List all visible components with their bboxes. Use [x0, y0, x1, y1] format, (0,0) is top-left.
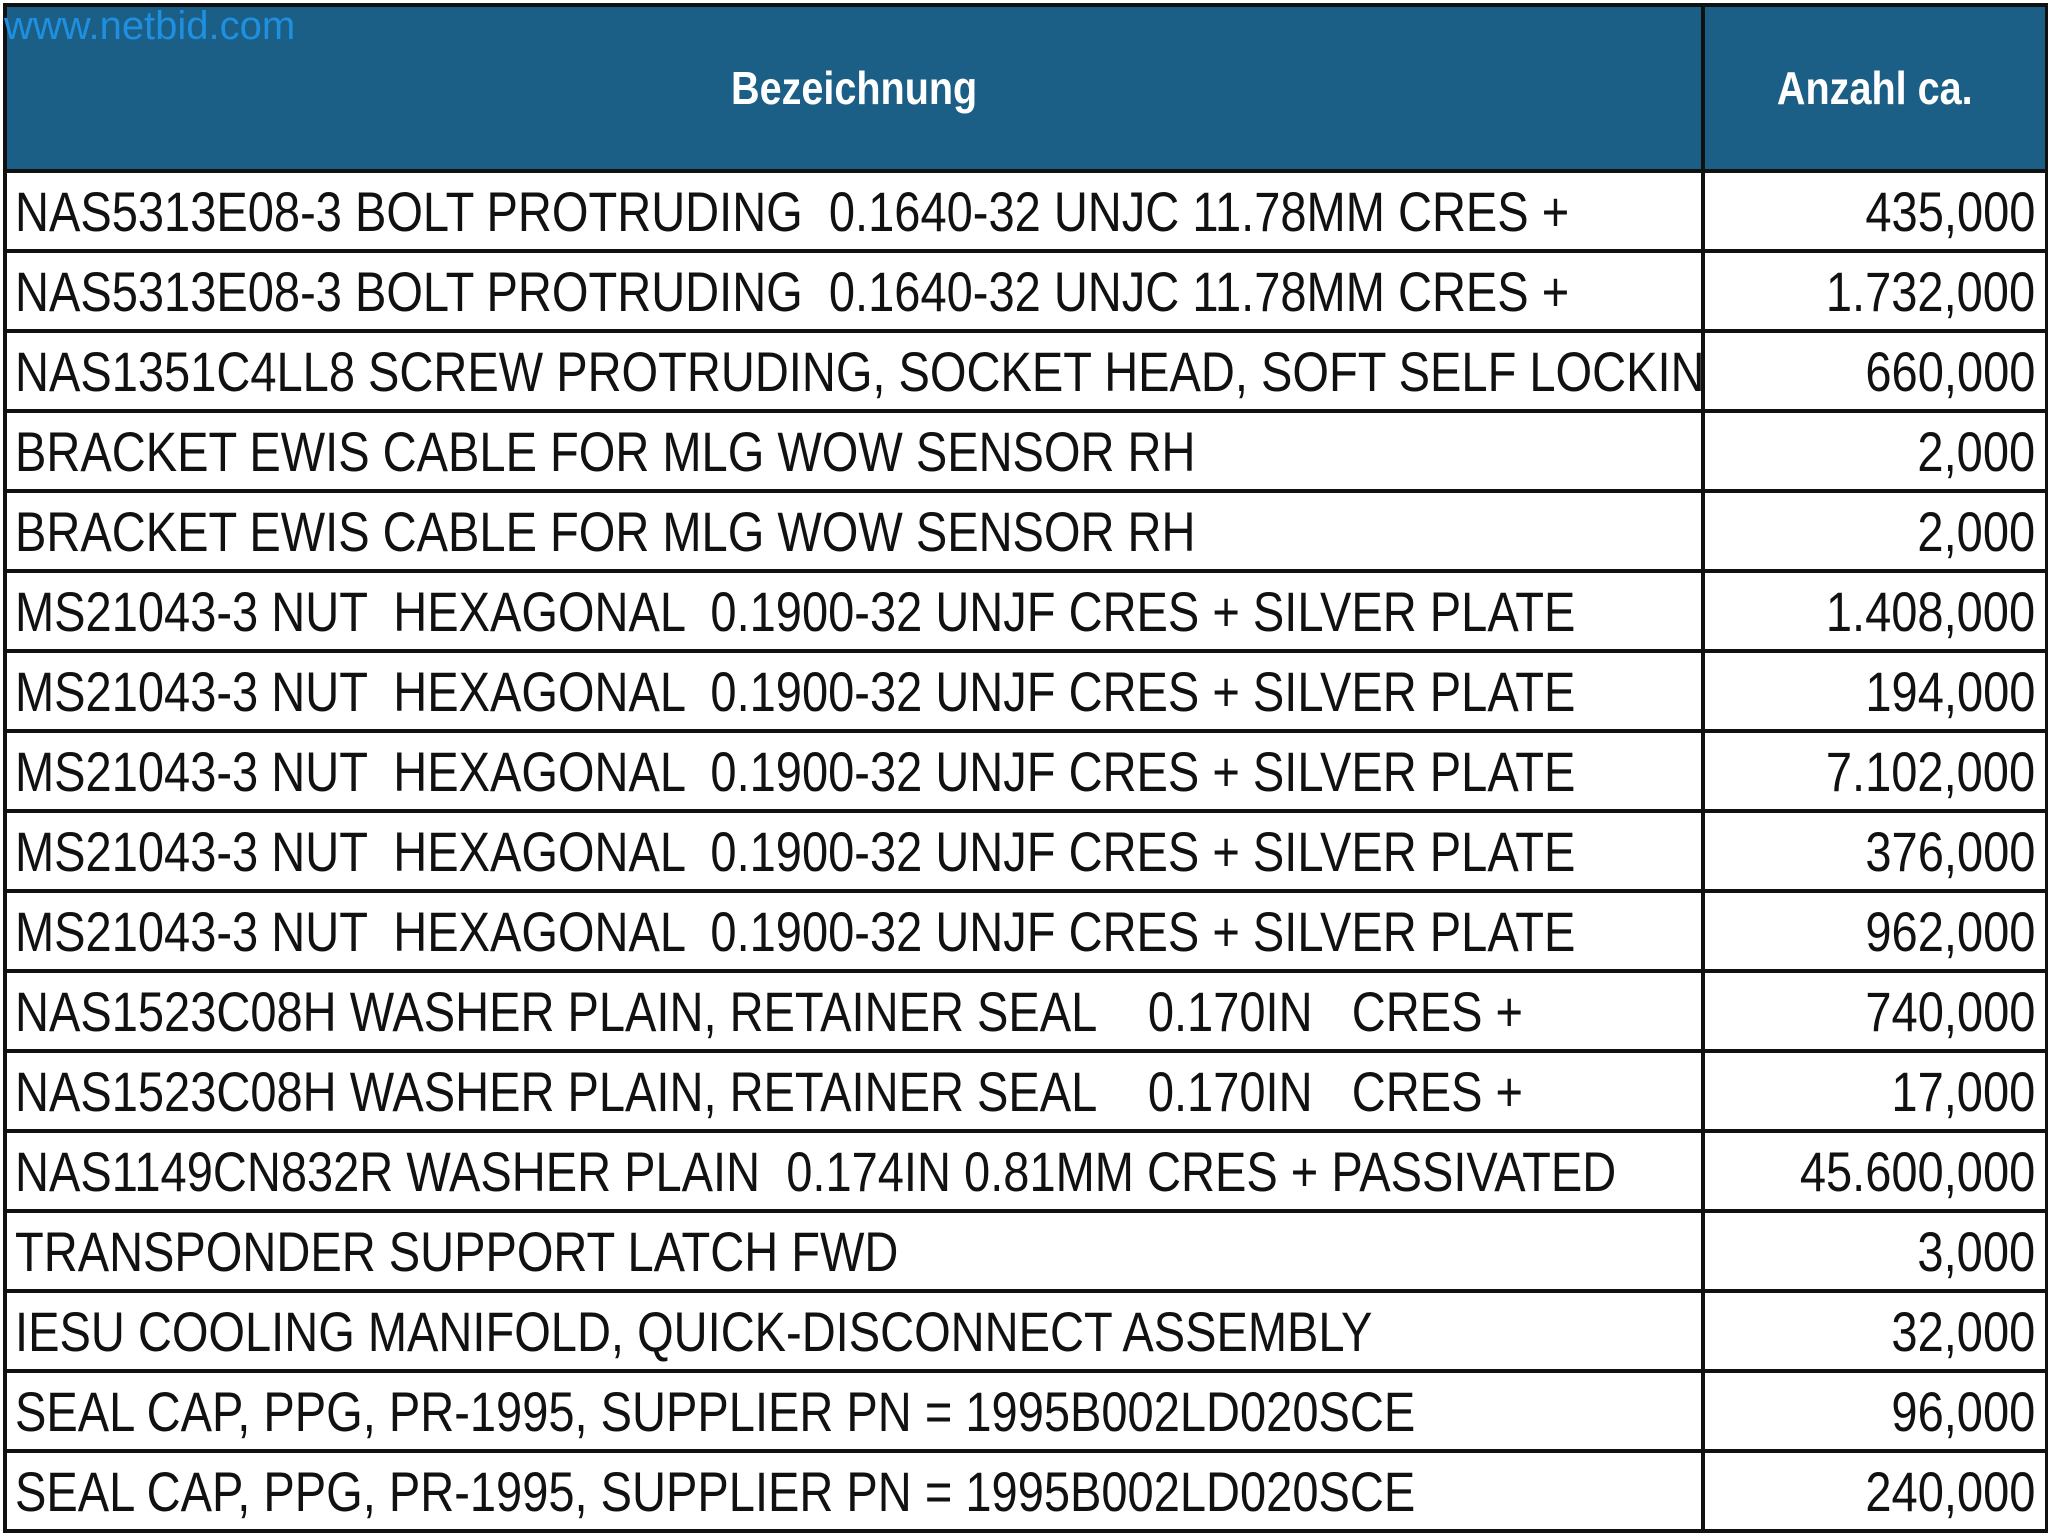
row-quantity: 962,000 [1864, 899, 2035, 963]
row-quantity-cell: 240,000 [1701, 1449, 2048, 1533]
row-quantity: 17,000 [1891, 1059, 2035, 1123]
table-row: NAS1149CN832R WASHER PLAIN 0.174IN 0.81M… [3, 1129, 2048, 1213]
row-description: BRACKET EWIS CABLE FOR MLG WOW SENSOR RH [15, 499, 1196, 563]
column-header-description-label: Bezeichnung [730, 62, 978, 114]
row-description: MS21043-3 NUT HEXAGONAL 0.1900-32 UNJF C… [15, 739, 1576, 803]
row-description-cell: NAS1523C08H WASHER PLAIN, RETAINER SEAL … [3, 969, 1705, 1053]
row-quantity-cell: 376,000 [1701, 809, 2048, 893]
table-row: TRANSPONDER SUPPORT LATCH FWD 3,000 [3, 1209, 2048, 1293]
row-quantity-cell: 435,000 [1701, 169, 2048, 253]
row-quantity: 376,000 [1864, 819, 2035, 883]
table-row: NAS1523C08H WASHER PLAIN, RETAINER SEAL … [3, 969, 2048, 1053]
row-quantity-cell: 2,000 [1701, 409, 2048, 493]
row-description-cell: NAS1149CN832R WASHER PLAIN 0.174IN 0.81M… [3, 1129, 1705, 1213]
row-quantity-cell: 740,000 [1701, 969, 2048, 1053]
table-row: MS21043-3 NUT HEXAGONAL 0.1900-32 UNJF C… [3, 569, 2048, 653]
table-row: BRACKET EWIS CABLE FOR MLG WOW SENSOR RH… [3, 409, 2048, 493]
row-description-cell: BRACKET EWIS CABLE FOR MLG WOW SENSOR RH [3, 409, 1705, 493]
row-description: SEAL CAP, PPG, PR-1995, SUPPLIER PN = 19… [15, 1379, 1416, 1443]
row-quantity-cell: 96,000 [1701, 1369, 2048, 1453]
table-body: NAS5313E08-3 BOLT PROTRUDING 0.1640-32 U… [3, 169, 2048, 1533]
table-row: BRACKET EWIS CABLE FOR MLG WOW SENSOR RH… [3, 489, 2048, 573]
row-quantity: 240,000 [1864, 1459, 2035, 1523]
row-quantity: 7.102,000 [1825, 739, 2035, 803]
row-description: TRANSPONDER SUPPORT LATCH FWD [15, 1219, 899, 1283]
row-description: MS21043-3 NUT HEXAGONAL 0.1900-32 UNJF C… [15, 819, 1576, 883]
column-header-quantity: Anzahl ca. [1701, 3, 2048, 173]
table-row: MS21043-3 NUT HEXAGONAL 0.1900-32 UNJF C… [3, 649, 2048, 733]
row-quantity: 1.408,000 [1825, 579, 2035, 643]
row-description-cell: NAS1351C4LL8 SCREW PROTRUDING, SOCKET HE… [3, 329, 1705, 413]
header-row: Bezeichnung Anzahl ca. [3, 3, 2048, 173]
row-description-cell: NAS1523C08H WASHER PLAIN, RETAINER SEAL … [3, 1049, 1705, 1133]
row-description: NAS5313E08-3 BOLT PROTRUDING 0.1640-32 U… [15, 259, 1570, 323]
row-description-cell: BRACKET EWIS CABLE FOR MLG WOW SENSOR RH [3, 489, 1705, 573]
row-quantity-cell: 32,000 [1701, 1289, 2048, 1373]
row-description-cell: SEAL CAP, PPG, PR-1995, SUPPLIER PN = 19… [3, 1449, 1705, 1533]
row-quantity: 32,000 [1891, 1299, 2035, 1363]
row-description-cell: MS21043-3 NUT HEXAGONAL 0.1900-32 UNJF C… [3, 729, 1705, 813]
table-row: MS21043-3 NUT HEXAGONAL 0.1900-32 UNJF C… [3, 729, 2048, 813]
table-row: NAS1351C4LL8 SCREW PROTRUDING, SOCKET HE… [3, 329, 2048, 413]
row-quantity: 2,000 [1917, 499, 2035, 563]
row-quantity: 435,000 [1864, 179, 2035, 243]
row-description: NAS1351C4LL8 SCREW PROTRUDING, SOCKET HE… [15, 339, 1703, 403]
row-description-cell: TRANSPONDER SUPPORT LATCH FWD [3, 1209, 1705, 1293]
row-description-cell: NAS5313E08-3 BOLT PROTRUDING 0.1640-32 U… [3, 169, 1705, 253]
row-description-cell: NAS5313E08-3 BOLT PROTRUDING 0.1640-32 U… [3, 249, 1705, 333]
row-description-cell: MS21043-3 NUT HEXAGONAL 0.1900-32 UNJF C… [3, 809, 1705, 893]
table-row: NAS5313E08-3 BOLT PROTRUDING 0.1640-32 U… [3, 169, 2048, 253]
row-description: MS21043-3 NUT HEXAGONAL 0.1900-32 UNJF C… [15, 659, 1576, 723]
row-quantity-cell: 660,000 [1701, 329, 2048, 413]
row-quantity-cell: 962,000 [1701, 889, 2048, 973]
row-description: SEAL CAP, PPG, PR-1995, SUPPLIER PN = 19… [15, 1459, 1416, 1523]
row-quantity-cell: 45.600,000 [1701, 1129, 2048, 1213]
row-description-cell: MS21043-3 NUT HEXAGONAL 0.1900-32 UNJF C… [3, 889, 1705, 973]
row-quantity: 3,000 [1917, 1219, 2035, 1283]
row-description-cell: SEAL CAP, PPG, PR-1995, SUPPLIER PN = 19… [3, 1369, 1705, 1453]
table-row: MS21043-3 NUT HEXAGONAL 0.1900-32 UNJF C… [3, 889, 2048, 973]
table-row: MS21043-3 NUT HEXAGONAL 0.1900-32 UNJF C… [3, 809, 2048, 893]
table-row: NAS5313E08-3 BOLT PROTRUDING 0.1640-32 U… [3, 249, 2048, 333]
row-description: BRACKET EWIS CABLE FOR MLG WOW SENSOR RH [15, 419, 1196, 483]
row-description-cell: MS21043-3 NUT HEXAGONAL 0.1900-32 UNJF C… [3, 649, 1705, 733]
row-quantity-cell: 7.102,000 [1701, 729, 2048, 813]
row-quantity-cell: 1.732,000 [1701, 249, 2048, 333]
table-row: IESU COOLING MANIFOLD, QUICK-DISCONNECT … [3, 1289, 2048, 1373]
table-header: Bezeichnung Anzahl ca. [3, 3, 2048, 173]
row-description: NAS5313E08-3 BOLT PROTRUDING 0.1640-32 U… [15, 179, 1570, 243]
row-quantity: 2,000 [1917, 419, 2035, 483]
row-description: MS21043-3 NUT HEXAGONAL 0.1900-32 UNJF C… [15, 899, 1576, 963]
row-quantity-cell: 3,000 [1701, 1209, 2048, 1293]
row-quantity: 96,000 [1891, 1379, 2035, 1443]
table-row: NAS1523C08H WASHER PLAIN, RETAINER SEAL … [3, 1049, 2048, 1133]
column-header-quantity-label: Anzahl ca. [1777, 62, 1973, 114]
row-quantity: 740,000 [1864, 979, 2035, 1043]
parts-table: Bezeichnung Anzahl ca. NAS5313E08-3 BOLT… [3, 3, 2048, 1533]
row-description: NAS1523C08H WASHER PLAIN, RETAINER SEAL … [15, 979, 1524, 1043]
row-quantity: 660,000 [1864, 339, 2035, 403]
row-description-cell: IESU COOLING MANIFOLD, QUICK-DISCONNECT … [3, 1289, 1705, 1373]
row-quantity-cell: 1.408,000 [1701, 569, 2048, 653]
row-description-cell: MS21043-3 NUT HEXAGONAL 0.1900-32 UNJF C… [3, 569, 1705, 653]
row-quantity: 1.732,000 [1825, 259, 2035, 323]
row-description: NAS1149CN832R WASHER PLAIN 0.174IN 0.81M… [15, 1139, 1617, 1203]
row-quantity-cell: 17,000 [1701, 1049, 2048, 1133]
row-quantity-cell: 194,000 [1701, 649, 2048, 733]
table-row: SEAL CAP, PPG, PR-1995, SUPPLIER PN = 19… [3, 1449, 2048, 1533]
table-row: SEAL CAP, PPG, PR-1995, SUPPLIER PN = 19… [3, 1369, 2048, 1453]
row-description: NAS1523C08H WASHER PLAIN, RETAINER SEAL … [15, 1059, 1524, 1123]
watermark-link[interactable]: www.netbid.com [4, 4, 296, 48]
row-quantity: 194,000 [1864, 659, 2035, 723]
row-description: IESU COOLING MANIFOLD, QUICK-DISCONNECT … [15, 1299, 1373, 1363]
row-quantity: 45.600,000 [1799, 1139, 2035, 1203]
column-header-description: Bezeichnung [3, 3, 1705, 173]
row-description: MS21043-3 NUT HEXAGONAL 0.1900-32 UNJF C… [15, 579, 1576, 643]
row-quantity-cell: 2,000 [1701, 489, 2048, 573]
